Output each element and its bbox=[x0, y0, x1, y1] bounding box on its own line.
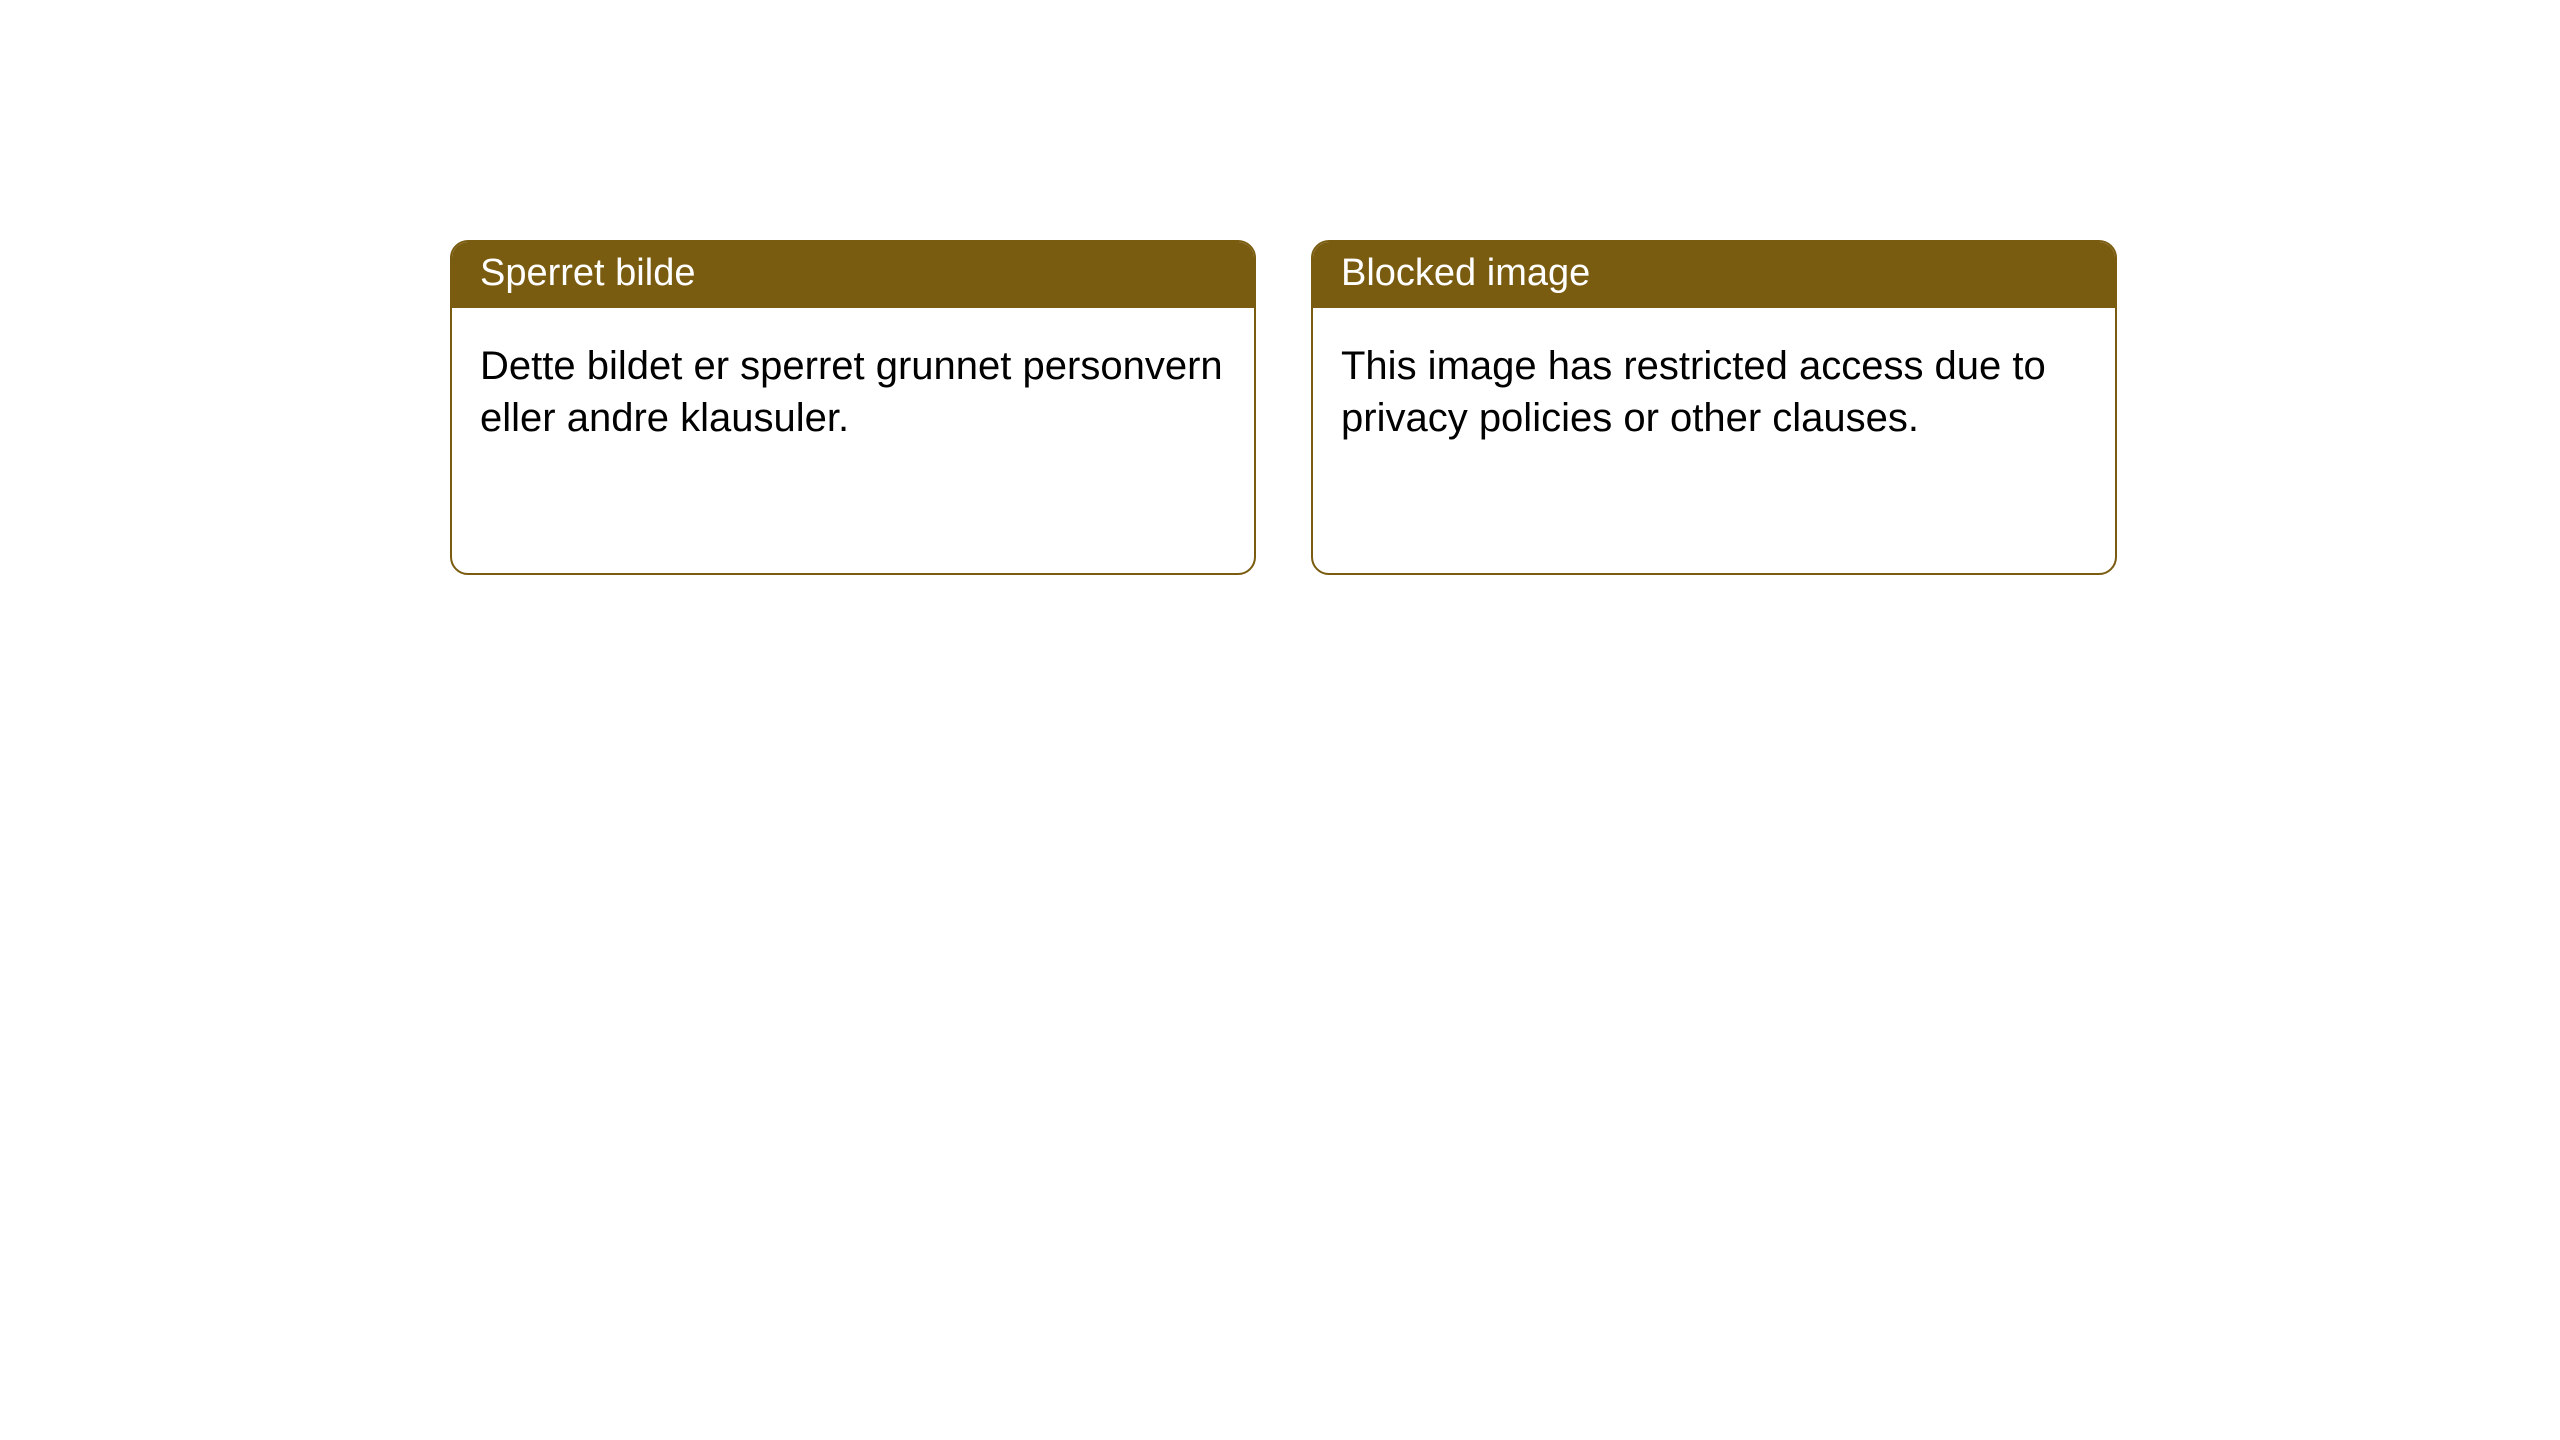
card-header: Sperret bilde bbox=[452, 242, 1254, 308]
card-message: This image has restricted access due to … bbox=[1341, 344, 2046, 440]
notice-card-english: Blocked image This image has restricted … bbox=[1311, 240, 2117, 575]
card-message: Dette bildet er sperret grunnet personve… bbox=[480, 344, 1223, 440]
card-title: Sperret bilde bbox=[480, 252, 695, 294]
notice-card-norwegian: Sperret bilde Dette bildet er sperret gr… bbox=[450, 240, 1256, 575]
card-body: This image has restricted access due to … bbox=[1313, 308, 2115, 476]
card-title: Blocked image bbox=[1341, 252, 1590, 294]
notice-cards-container: Sperret bilde Dette bildet er sperret gr… bbox=[0, 0, 2560, 575]
card-header: Blocked image bbox=[1313, 242, 2115, 308]
card-body: Dette bildet er sperret grunnet personve… bbox=[452, 308, 1254, 476]
